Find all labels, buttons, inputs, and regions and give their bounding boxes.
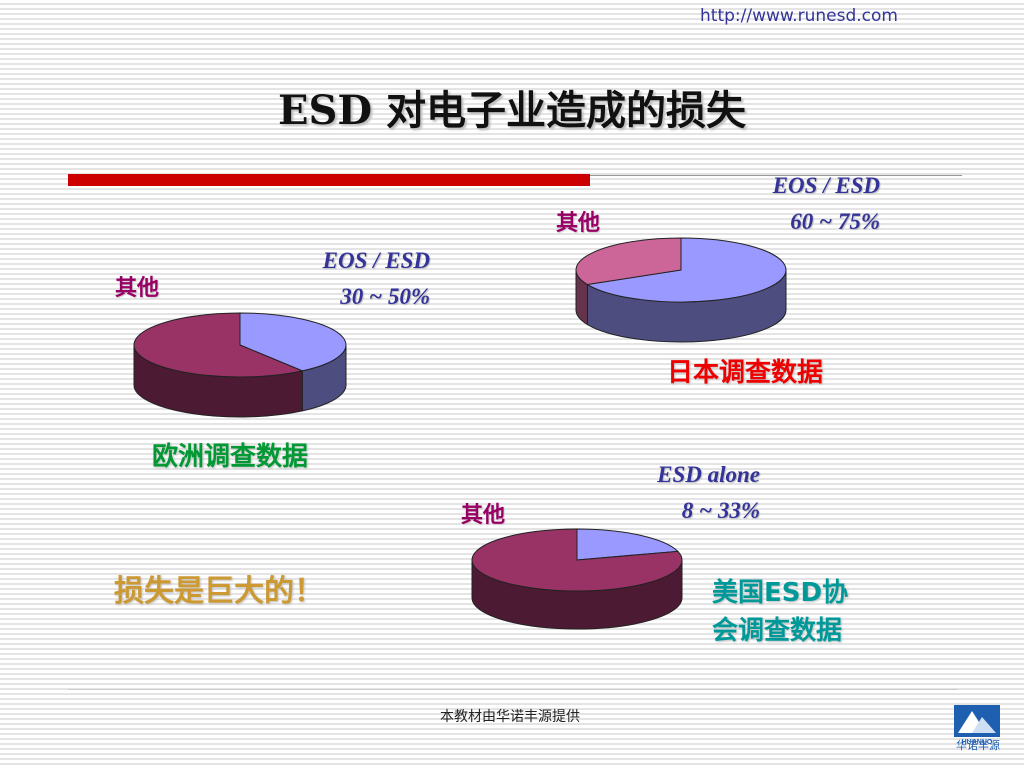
title-underline-gray: [590, 175, 962, 176]
pie-chart-japan: [575, 237, 787, 343]
japan-esd-value: 60 ~ 75%: [790, 209, 880, 234]
usa-esd-label: ESD alone 8 ~ 33%: [600, 462, 760, 534]
japan-other-label: 其他: [556, 211, 601, 236]
logo-label: 华诺丰源: [956, 739, 1000, 752]
pie-chart-usa: [471, 528, 683, 630]
pie-slice-top-1: [133, 312, 304, 378]
footer-divider: [68, 689, 958, 690]
pie-usa-group: [471, 528, 683, 630]
usa-other-label: 其他: [461, 503, 506, 528]
footer-text: 本教材由华诺丰源提供: [440, 709, 580, 725]
usa-esd-name: ESD alone: [657, 462, 760, 487]
pie-chart-europe: [133, 312, 347, 418]
pie-slice-top-1: [471, 528, 683, 592]
pie-japan-group: [575, 237, 787, 343]
pie-slice-top-0: [585, 237, 787, 303]
slide-title: ESD 对电子业造成的损失: [278, 87, 746, 134]
huanuo-logo-icon: HUANUO: [954, 705, 1000, 746]
japan-esd-name: EOS / ESD: [772, 173, 880, 198]
europe-caption: 欧洲调查数据: [152, 442, 309, 472]
pie-slice-top-1: [575, 237, 682, 286]
pie-slice-top-0: [239, 312, 347, 372]
usa-caption-line-2: 会调查数据: [712, 616, 843, 646]
japan-caption: 日本调查数据: [667, 358, 824, 388]
japan-esd-label: EOS / ESD 60 ~ 75%: [720, 173, 880, 245]
conclusion-text: 损失是巨大的！: [114, 574, 324, 609]
usa-caption: 美国ESD协 会调查数据: [712, 574, 902, 650]
usa-esd-value: 8 ~ 33%: [681, 498, 760, 523]
website-url[interactable]: http://www.runesd.com: [700, 6, 898, 26]
europe-other-label: 其他: [115, 276, 160, 301]
pie-europe-group: [133, 312, 347, 418]
usa-caption-line-1: 美国ESD协: [712, 578, 849, 608]
europe-esd-label: EOS / ESD 30 ~ 50%: [270, 248, 430, 320]
title-underline-red: [68, 174, 590, 186]
europe-esd-name: EOS / ESD: [322, 248, 430, 273]
logo-wordmark: HUANUO: [962, 739, 993, 746]
pie-slice-top-0: [576, 528, 679, 561]
europe-esd-value: 30 ~ 50%: [340, 284, 430, 309]
